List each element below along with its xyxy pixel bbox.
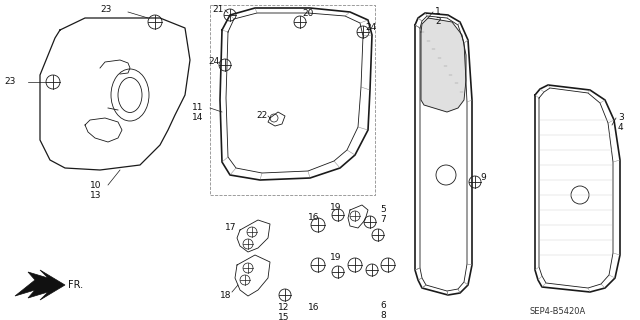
Text: 12: 12: [278, 303, 289, 313]
Text: 4: 4: [618, 124, 623, 132]
Text: 13: 13: [90, 191, 102, 201]
Text: SEP4-B5420A: SEP4-B5420A: [530, 308, 586, 316]
Text: 9: 9: [480, 173, 486, 182]
Text: 16: 16: [308, 303, 319, 313]
Text: 1: 1: [435, 7, 441, 17]
Text: 6: 6: [380, 300, 386, 309]
Text: FR.: FR.: [68, 280, 83, 290]
Text: 8: 8: [380, 311, 386, 320]
Polygon shape: [421, 18, 466, 112]
Text: 11: 11: [192, 103, 204, 113]
Text: 18: 18: [220, 291, 232, 300]
Text: 3: 3: [618, 114, 624, 123]
Text: 7: 7: [380, 215, 386, 225]
Text: 20: 20: [302, 10, 314, 19]
Text: 24: 24: [365, 23, 376, 33]
Text: 15: 15: [278, 314, 289, 320]
Text: 24: 24: [208, 58, 220, 67]
Text: 22: 22: [256, 111, 268, 121]
Text: 16: 16: [308, 213, 319, 222]
Text: 19: 19: [330, 204, 342, 212]
Text: 14: 14: [192, 114, 204, 123]
Text: 5: 5: [380, 205, 386, 214]
Text: 10: 10: [90, 180, 102, 189]
Text: 17: 17: [225, 222, 237, 231]
Polygon shape: [15, 270, 65, 300]
Text: 23: 23: [4, 77, 15, 86]
Text: 19: 19: [330, 253, 342, 262]
Text: 2: 2: [435, 18, 440, 27]
Text: 21: 21: [212, 5, 223, 14]
Text: 23: 23: [100, 5, 111, 14]
